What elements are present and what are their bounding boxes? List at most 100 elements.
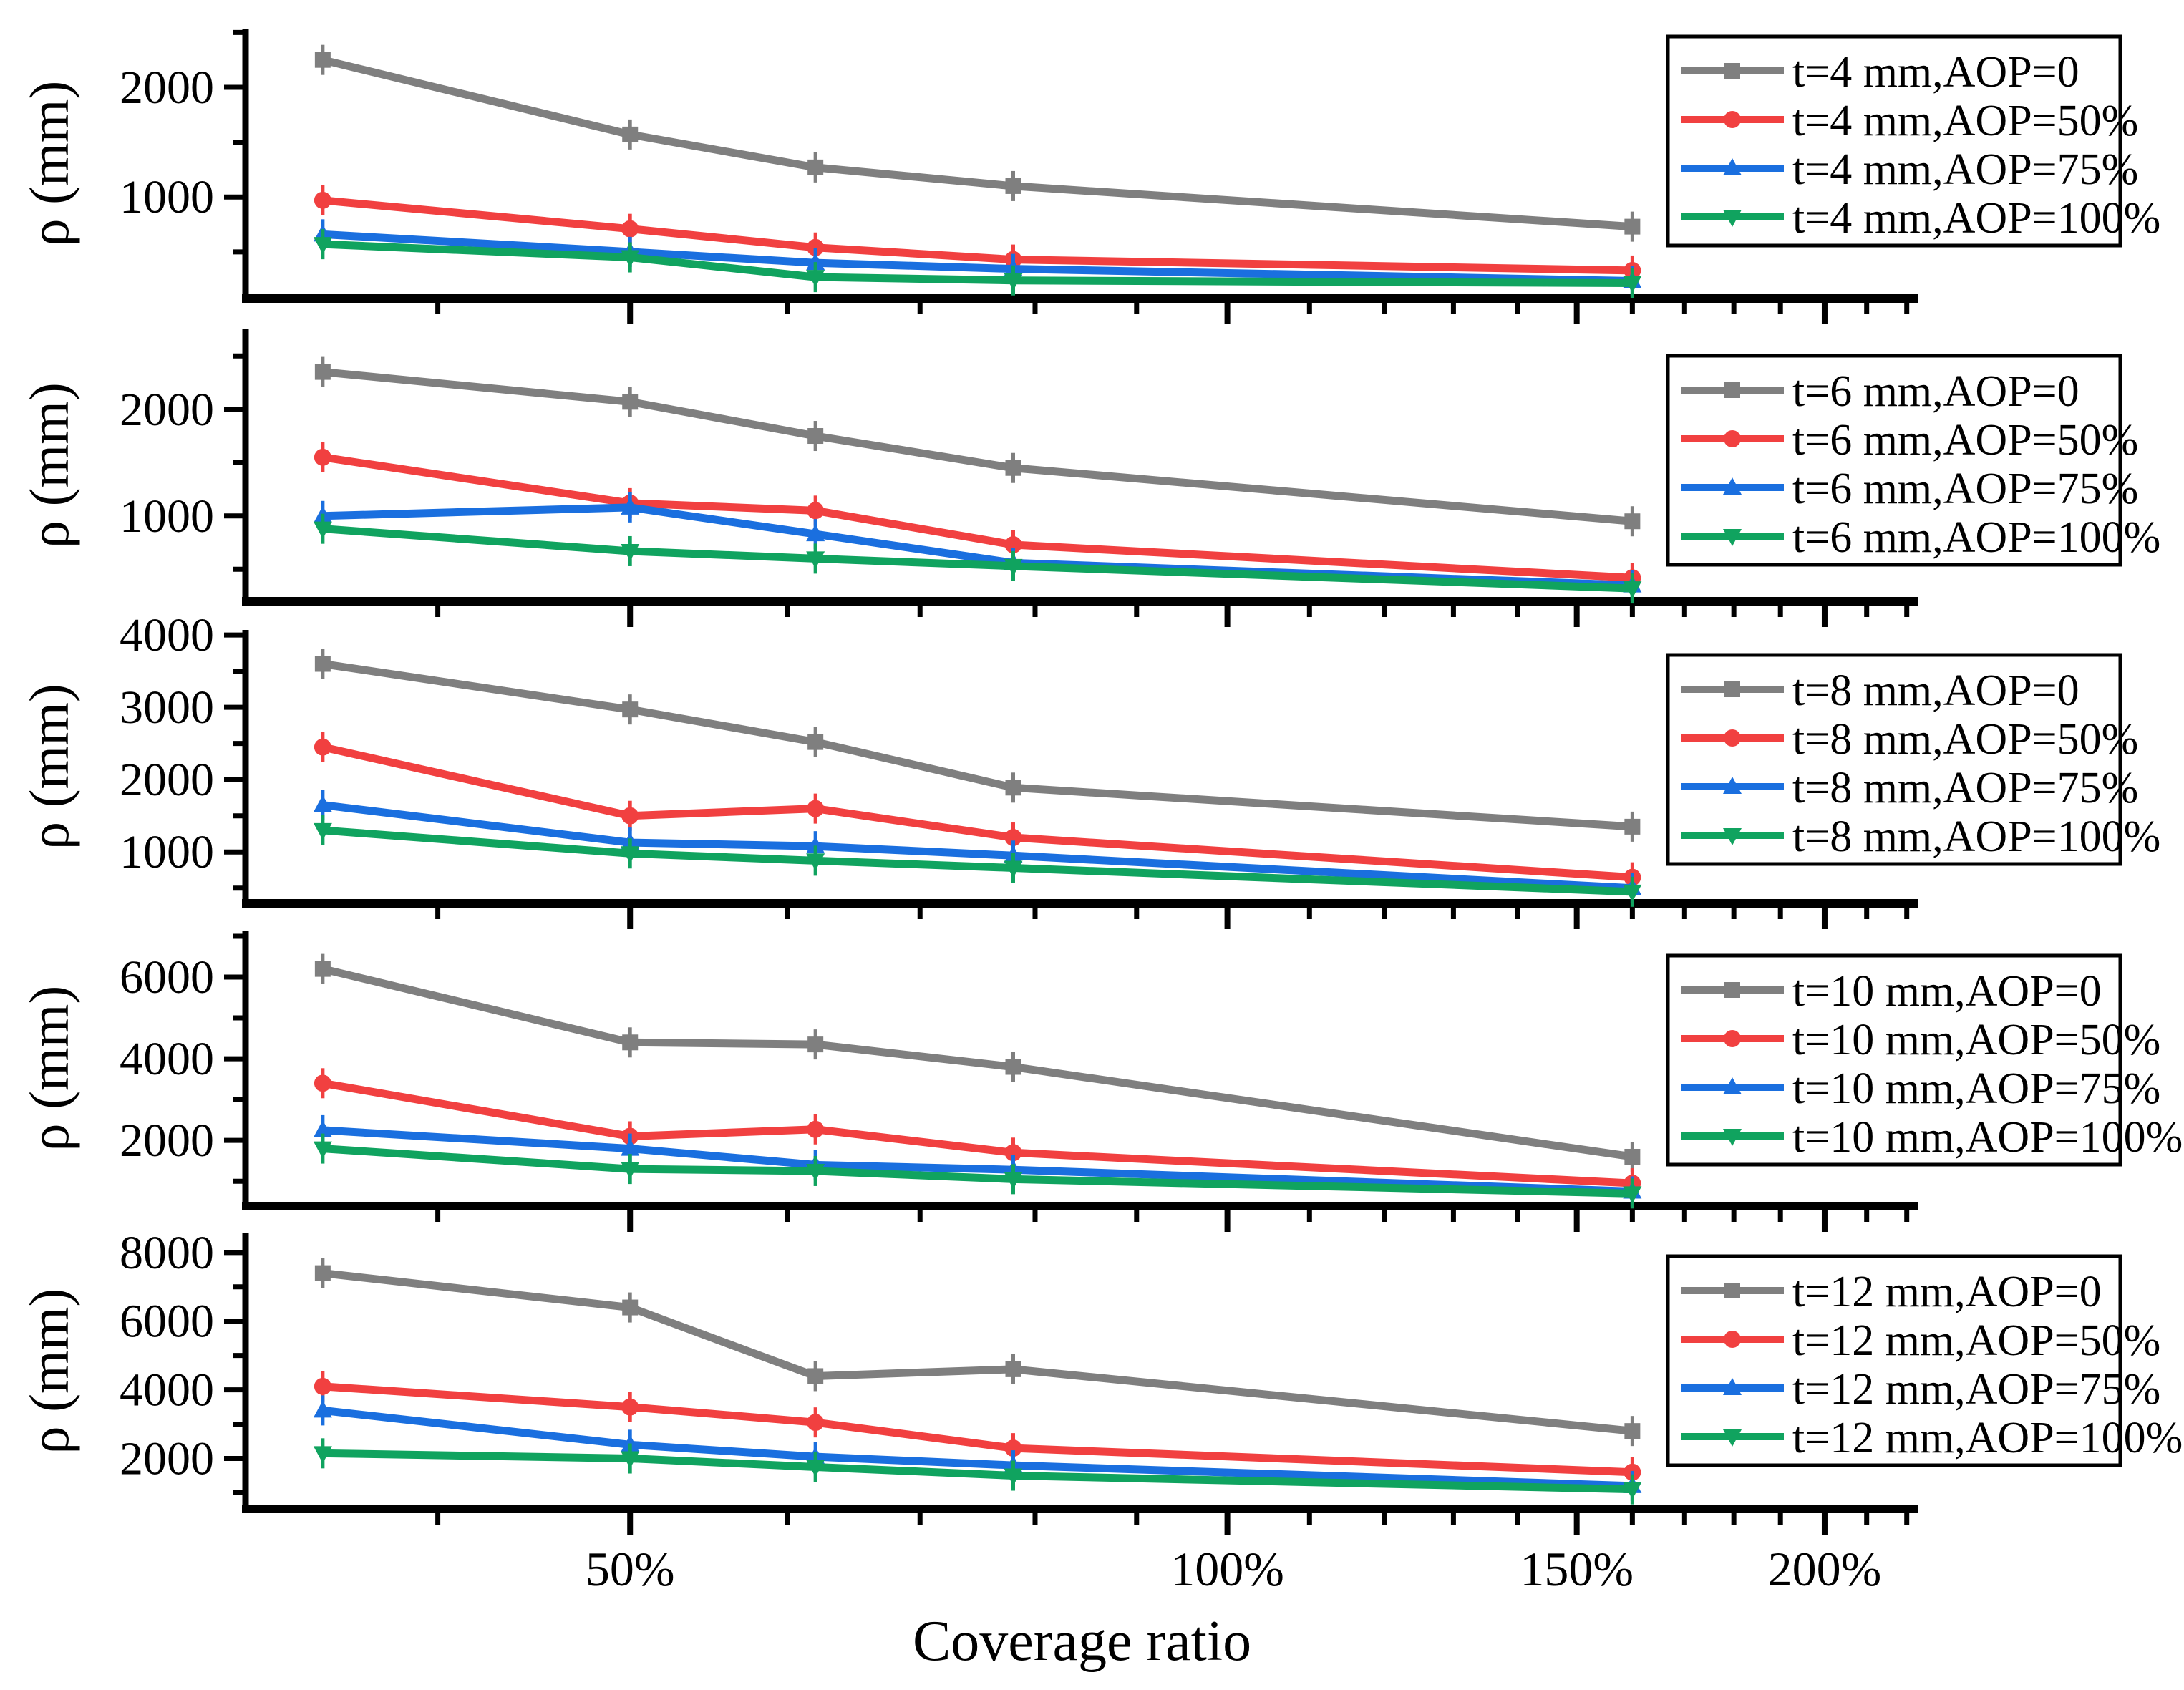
square-marker [622, 1034, 639, 1051]
y-tick-label: 6000 [120, 951, 214, 1004]
square-marker [1624, 818, 1641, 835]
series-line [322, 368, 1633, 525]
triangle-up-marker [621, 497, 640, 515]
legend-item: t=6 mm,AOP=100% [1681, 513, 2160, 562]
triangle-down-marker [313, 521, 332, 539]
x-tick-label: 50% [586, 1542, 675, 1596]
legend-label: t=6 mm,AOP=75% [1792, 465, 2138, 513]
legend-item: t=12 mm,AOP=75% [1681, 1365, 2160, 1414]
triangle-up-marker [313, 1120, 332, 1137]
square-marker [314, 52, 331, 68]
circle-marker [621, 220, 639, 238]
y-tick-label: 2000 [120, 384, 214, 436]
legend-item: t=10 mm,AOP=75% [1681, 1064, 2160, 1113]
triangle-up-marker [313, 795, 332, 812]
legend-label: t=4 mm,AOP=0 [1792, 48, 2079, 97]
triangle-up-icon [1723, 477, 1742, 495]
legend-label: t=4 mm,AOP=100% [1792, 194, 2160, 243]
square-icon [1724, 1283, 1740, 1298]
series-t-10-mm-aop-100- [313, 1133, 1642, 1209]
square-icon [1724, 382, 1740, 398]
triangle-down-marker [1004, 1468, 1023, 1486]
triangle-down-marker [621, 1162, 640, 1180]
series-t-4-mm-aop-0 [314, 44, 1641, 242]
x-axis-ticks [435, 1206, 1910, 1232]
square-marker [314, 961, 331, 977]
circle-icon [1724, 430, 1741, 447]
square-marker [1005, 460, 1021, 476]
y-axis-ticks: 2000 4000 6000 [120, 933, 246, 1184]
triangle-up-marker [806, 836, 825, 854]
triangle-down-marker [621, 250, 640, 268]
triangle-down-icon [1723, 1429, 1742, 1447]
square-icon [1724, 982, 1740, 998]
legend-t6: t=6 mm,AOP=0t=6 mm,AOP=50%t=6 mm,AOP=75%… [1666, 354, 2160, 567]
circle-marker [314, 738, 331, 756]
square-marker [807, 428, 824, 445]
circle-marker [1004, 536, 1022, 554]
circle-marker [1004, 1144, 1022, 1162]
legend-item: t=8 mm,AOP=50% [1681, 715, 2138, 764]
circle-marker [807, 238, 825, 256]
subplot-t6: 1000 2000 ρ (mm) t=6 mm,AOP=0t=6 mm,AOP=50%… [18, 329, 2160, 627]
legend-item: t=8 mm,AOP=75% [1681, 764, 2138, 812]
triangle-up-marker [313, 1400, 332, 1418]
series-line [321, 56, 1633, 231]
square-marker [807, 1036, 824, 1053]
legend-item: t=4 mm,AOP=50% [1681, 97, 2138, 145]
series-line [322, 660, 1633, 831]
legend-item: t=10 mm,AOP=100% [1681, 1113, 2183, 1162]
square-marker [1624, 1148, 1641, 1165]
triangle-up-marker [806, 524, 825, 542]
square-marker [1005, 1059, 1021, 1075]
triangle-down-marker [1623, 1482, 1642, 1500]
legend-label: t=8 mm,AOP=0 [1792, 666, 2079, 715]
circle-marker [314, 448, 331, 466]
square-marker [807, 159, 824, 175]
y-tick-label: 4000 [120, 609, 214, 661]
circle-marker [1004, 829, 1022, 847]
triangle-down-icon [1723, 210, 1742, 227]
triangle-down-marker [806, 1163, 825, 1181]
triangle-down-marker [806, 1460, 825, 1477]
circle-marker [807, 1414, 825, 1432]
legend-item: t=10 mm,AOP=0 [1681, 967, 2102, 1016]
legend-item: t=8 mm,AOP=0 [1681, 666, 2079, 715]
legend-label: t=8 mm,AOP=50% [1792, 715, 2138, 764]
circle-marker [621, 1398, 639, 1416]
y-tick-label: 2000 [120, 1433, 214, 1485]
series-t-8-mm-aop-0 [314, 649, 1641, 842]
circle-marker [1004, 1439, 1022, 1457]
y-axis-ticks: 1000 2000 [120, 29, 246, 255]
series-t-12-mm-aop-50- [314, 1371, 1641, 1487]
legend-item: t=4 mm,AOP=0 [1681, 48, 2079, 97]
square-marker [1005, 1361, 1021, 1377]
y-tick-label: 1000 [120, 171, 214, 223]
legend-item: t=6 mm,AOP=0 [1681, 367, 2079, 416]
x-axis-ticks [435, 1509, 1910, 1535]
y-tick-label: 1000 [120, 826, 214, 878]
series-t-8-mm-aop-100- [313, 815, 1642, 907]
triangle-down-marker [313, 822, 332, 840]
legend-item: t=4 mm,AOP=100% [1681, 194, 2160, 243]
triangle-down-marker [1623, 276, 1642, 293]
series-t-10-mm-aop-50- [314, 1068, 1641, 1199]
y-tick-label: 4000 [120, 1033, 214, 1085]
series-t-4-mm-aop-100- [313, 229, 1642, 298]
triangle-down-marker [806, 551, 825, 569]
y-axis-title: ρ (mm) [18, 986, 80, 1152]
y-axis-title: ρ (mm) [18, 81, 80, 247]
x-axis-ticks [435, 601, 1910, 627]
legend-item: t=4 mm,AOP=75% [1681, 145, 2138, 194]
legend-item: t=12 mm,AOP=50% [1681, 1316, 2160, 1365]
square-marker [807, 1368, 824, 1384]
square-marker [314, 1265, 331, 1281]
series-t-6-mm-aop-0 [314, 356, 1641, 537]
y-axis-title: ρ (mm) [18, 684, 80, 850]
triangle-down-icon [1723, 529, 1742, 546]
legend-label: t=10 mm,AOP=0 [1792, 967, 2102, 1016]
triangle-down-marker [621, 543, 640, 561]
legend-label: t=10 mm,AOP=100% [1792, 1113, 2183, 1162]
triangle-down-marker [621, 1451, 640, 1469]
series-t-12-mm-aop-0 [314, 1258, 1641, 1447]
